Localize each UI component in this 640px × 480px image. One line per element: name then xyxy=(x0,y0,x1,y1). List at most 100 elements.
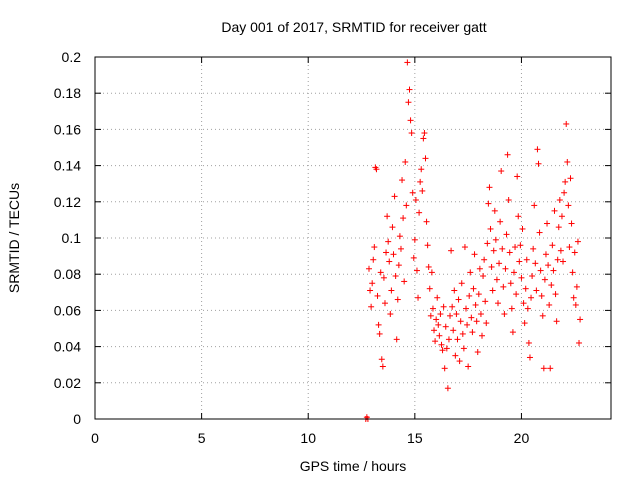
data-point xyxy=(436,332,443,339)
x-tick-label: 0 xyxy=(91,430,99,446)
data-point xyxy=(535,160,542,167)
data-point xyxy=(574,238,581,245)
data-point xyxy=(474,349,481,356)
data-point xyxy=(512,244,519,251)
data-point xyxy=(546,301,553,308)
y-tick-label: 0.04 xyxy=(54,339,81,355)
data-point xyxy=(518,274,525,281)
data-point xyxy=(502,265,509,272)
data-point xyxy=(403,202,410,209)
data-point xyxy=(443,345,450,352)
data-point xyxy=(378,356,385,363)
data-point xyxy=(520,300,527,307)
data-point xyxy=(371,244,378,251)
data-point xyxy=(426,285,433,292)
data-point xyxy=(473,318,480,325)
data-point xyxy=(405,99,412,106)
y-tick-label: 0.18 xyxy=(54,85,81,101)
data-point xyxy=(469,329,476,336)
data-point xyxy=(491,207,498,214)
data-point xyxy=(475,291,482,298)
data-point xyxy=(573,283,580,290)
data-point xyxy=(397,245,404,252)
data-point xyxy=(393,336,400,343)
data-point xyxy=(421,130,428,137)
data-point xyxy=(507,280,514,287)
data-point xyxy=(452,352,459,359)
data-point xyxy=(399,177,406,184)
data-point xyxy=(395,262,402,269)
data-point xyxy=(568,220,575,227)
y-tick-label: 0.12 xyxy=(54,194,81,210)
data-point xyxy=(401,278,408,285)
data-point xyxy=(506,249,513,256)
data-point xyxy=(470,285,477,292)
data-point xyxy=(476,265,483,272)
data-point xyxy=(483,320,490,327)
data-point xyxy=(418,166,425,173)
data-point xyxy=(513,291,520,298)
data-point xyxy=(548,282,555,289)
data-point xyxy=(427,312,434,319)
data-point xyxy=(556,196,563,203)
data-point xyxy=(542,251,549,258)
data-point xyxy=(429,305,436,312)
data-point xyxy=(389,224,396,231)
y-tick-label: 0.14 xyxy=(54,158,81,174)
data-point xyxy=(441,365,448,372)
data-point xyxy=(367,287,374,294)
data-point xyxy=(386,258,393,265)
data-point xyxy=(508,305,515,312)
data-point xyxy=(504,151,511,158)
data-point xyxy=(423,218,430,225)
data-point xyxy=(537,267,544,274)
data-point xyxy=(544,220,551,227)
data-point xyxy=(408,130,415,137)
data-point xyxy=(445,336,452,343)
data-point xyxy=(516,258,523,265)
data-point xyxy=(503,231,510,238)
data-point xyxy=(563,120,570,127)
data-point xyxy=(431,327,438,334)
data-point xyxy=(449,303,456,310)
data-point xyxy=(485,200,492,207)
data-point xyxy=(451,287,458,294)
x-tick-label: 15 xyxy=(407,430,423,446)
data-point xyxy=(510,269,517,276)
data-point xyxy=(567,175,574,182)
data-point xyxy=(384,213,391,220)
data-point xyxy=(387,311,394,318)
data-point xyxy=(499,245,506,252)
data-point xyxy=(572,301,579,308)
x-axis-title: GPS time / hours xyxy=(300,458,407,474)
data-point xyxy=(437,311,444,318)
data-point xyxy=(383,249,390,256)
data-point xyxy=(425,263,432,270)
data-point xyxy=(501,311,508,318)
data-point xyxy=(482,298,489,305)
data-point xyxy=(457,318,464,325)
data-point xyxy=(422,155,429,162)
data-point xyxy=(438,341,445,348)
data-point xyxy=(494,300,501,307)
data-points xyxy=(362,59,584,422)
data-point xyxy=(465,363,472,370)
data-point xyxy=(433,316,440,323)
data-point xyxy=(434,294,441,301)
data-point xyxy=(461,244,468,251)
data-point xyxy=(417,178,424,185)
y-tick-label: 0.16 xyxy=(54,121,81,137)
data-point xyxy=(442,323,449,330)
data-point xyxy=(404,59,411,66)
data-point xyxy=(489,287,496,294)
data-point xyxy=(577,316,584,323)
data-point xyxy=(553,318,560,325)
data-point xyxy=(526,354,533,361)
data-point xyxy=(498,168,505,175)
data-point xyxy=(368,303,375,310)
x-tick-labels: 0 5 10 15 20 xyxy=(91,430,529,446)
data-point xyxy=(460,345,467,352)
data-point xyxy=(416,209,423,216)
data-point xyxy=(468,314,475,321)
data-point xyxy=(448,247,455,254)
